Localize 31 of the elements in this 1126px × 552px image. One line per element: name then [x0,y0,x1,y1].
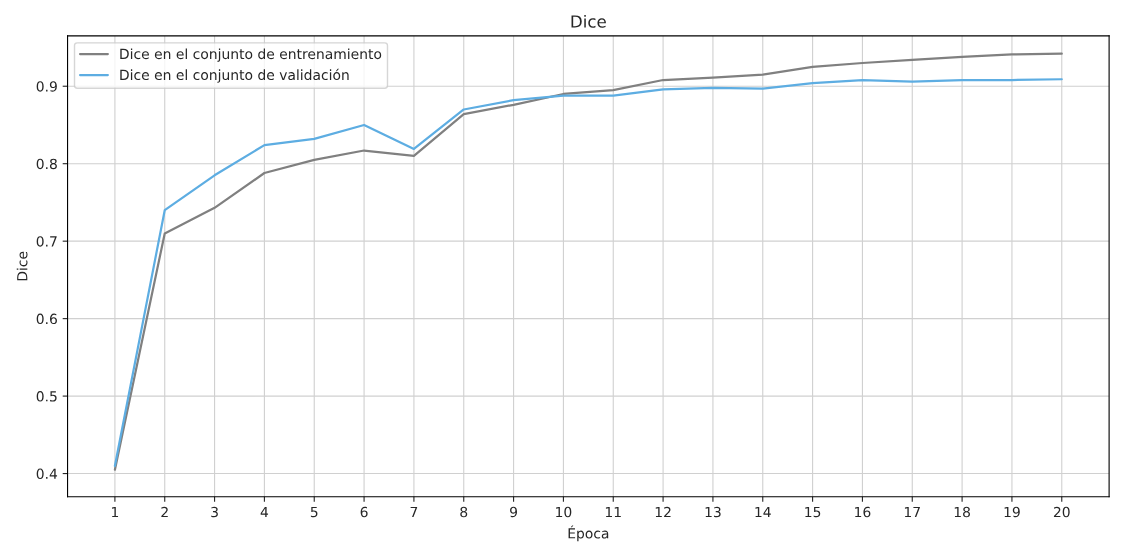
x-tick-label: 3 [211,506,218,518]
x-tick-label: 16 [855,506,871,518]
x-tick-label: 10 [556,506,572,518]
y-tick-label: 0.6 [36,313,57,325]
x-tick-label: 4 [260,506,269,518]
x-tick-label: 1 [112,506,119,518]
x-tick-label: 17 [904,506,920,518]
x-tick-label: 5 [310,506,318,518]
chart-title: Dice [571,14,606,28]
legend-label: Dice en el conjunto de entrenamiento [120,48,382,62]
x-tick-label: 18 [954,506,970,518]
y-tick-label: 0.7 [36,236,57,247]
y-axis-title: Dice [16,251,28,281]
x-tick-label: 2 [161,506,168,518]
y-tick-label: 0.9 [36,81,57,92]
x-tick-label: 14 [755,506,771,518]
x-tick-label: 15 [805,506,821,518]
x-tick-label: 7 [410,506,418,518]
x-axis-title: Época [568,525,609,542]
x-tick-label: 11 [605,506,621,518]
legend-label: Dice en el conjunto de validación [120,68,349,83]
y-tick-label: 0.4 [36,468,58,480]
x-tick-label: 13 [705,506,721,518]
x-tick-label: 20 [1053,506,1070,518]
x-tick-label: 8 [460,506,468,518]
x-tick-label: 6 [360,506,368,518]
y-tick-label: 0.8 [36,158,57,170]
y-tick-label: 0.5 [36,391,57,402]
x-tick-label: 12 [655,506,671,518]
x-tick-label: 9 [510,506,518,518]
x-tick-label: 19 [1004,506,1020,518]
